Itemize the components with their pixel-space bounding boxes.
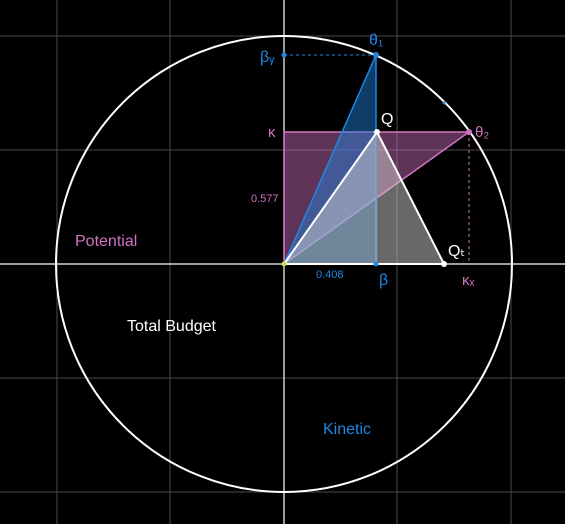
label-kappa: κ [268,124,276,141]
region-kinetic: Kinetic [323,421,371,438]
point-theta2 [466,129,472,135]
region-potential: Potential [75,233,137,250]
value-kappa: 0.577 [251,193,279,205]
label-theta1: θ₁ [369,32,383,49]
value-beta: 0.408 [316,269,344,281]
region-total-budget: Total Budget [127,318,217,335]
label-theta2: θ₂ [475,124,489,141]
point-beta [373,261,379,267]
label-kappa-x: κₓ [462,272,475,289]
point-q [374,129,380,135]
point-theta1 [373,52,379,58]
point-small [442,101,446,105]
label-beta-y: βᵧ [260,49,275,66]
point-beta-y [281,52,287,58]
point-qt [441,261,447,267]
projection-lines [284,54,470,264]
point-origin [281,261,287,267]
unit-circle [55,35,513,493]
label-qt: Qₜ [448,243,465,260]
label-beta: β [379,272,388,289]
label-q: Q [381,111,393,128]
gray-triangle [282,130,446,265]
